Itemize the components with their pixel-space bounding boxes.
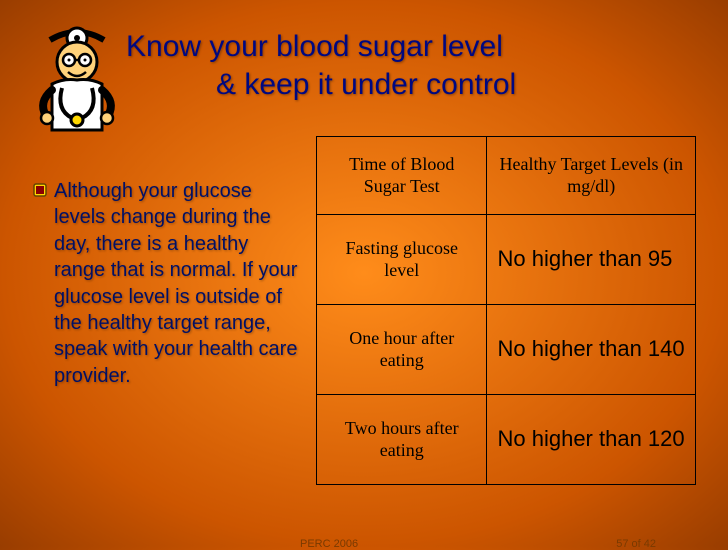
doctor-clipart [32,22,122,132]
title-row: Know your blood sugar level & keep it un… [32,28,696,132]
table-row: Two hours after eating No higher than 12… [317,395,696,485]
body-column: Although your glucose levels change duri… [32,136,302,485]
slide: Know your blood sugar level & keep it un… [0,0,728,546]
table-row: One hour after eating No higher than 140 [317,305,696,395]
col-header-target: Healthy Target Levels (in mg/dl) [487,137,696,215]
cell-time: Fasting glucose level [317,215,487,305]
col-header-time: Time of Blood Sugar Test [317,137,487,215]
bullet-icon [32,182,48,198]
slide-title: Know your blood sugar level & keep it un… [126,28,516,103]
body-text: Although your glucose levels change duri… [54,178,302,389]
cell-time: One hour after eating [317,305,487,395]
table-header-row: Time of Blood Sugar Test Healthy Target … [317,137,696,215]
bullet-item: Although your glucose levels change duri… [32,178,302,389]
glucose-table: Time of Blood Sugar Test Healthy Target … [316,136,696,485]
cell-time: Two hours after eating [317,395,487,485]
title-line1: Know your blood sugar level [126,30,503,63]
cell-value: No higher than 140 [487,305,696,395]
footer-left: PERC 2006 [300,538,358,550]
title-line2: & keep it under control [126,66,516,104]
table-column: Time of Blood Sugar Test Healthy Target … [316,136,696,485]
cell-value: No higher than 95 [487,215,696,305]
table-row: Fasting glucose level No higher than 95 [317,215,696,305]
footer-right: 57 of 42 [616,538,656,550]
cell-value: No higher than 120 [487,395,696,485]
content-row: Although your glucose levels change duri… [32,136,696,485]
